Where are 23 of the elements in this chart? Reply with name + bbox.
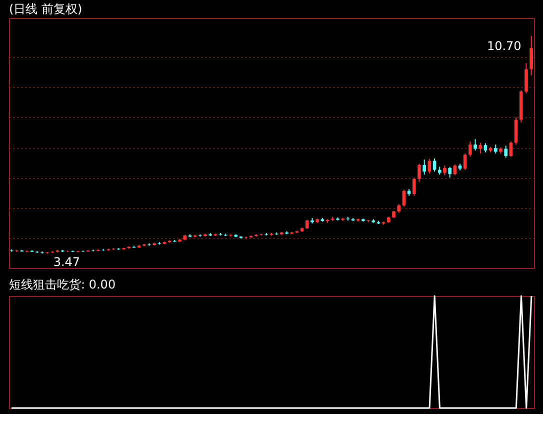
- candlestick: [432, 158, 436, 172]
- candlestick: [422, 159, 426, 176]
- candlestick: [412, 177, 416, 196]
- annotation: 10.70: [486, 39, 522, 54]
- candlestick: [509, 140, 513, 158]
- candlestick: [494, 144, 498, 154]
- candlestick: [418, 163, 421, 182]
- candlestick: [468, 140, 472, 158]
- candlestick: [474, 138, 477, 152]
- candlestick: [453, 164, 457, 176]
- candlestick: [306, 219, 309, 230]
- candlestick: [484, 142, 488, 153]
- chart-title: 短线狙击吃货: 0.00: [9, 277, 116, 292]
- candlestick: [524, 62, 528, 94]
- candlestick: [402, 189, 406, 208]
- annotation: 3.47: [53, 254, 80, 269]
- candlestick: [448, 166, 452, 178]
- candlestick: [478, 142, 482, 154]
- candlestick: [504, 145, 508, 158]
- candlestick: [530, 36, 533, 76]
- candlestick: [443, 165, 446, 176]
- candlestick: [463, 153, 467, 170]
- chart-title: (日线 前复权): [9, 2, 82, 16]
